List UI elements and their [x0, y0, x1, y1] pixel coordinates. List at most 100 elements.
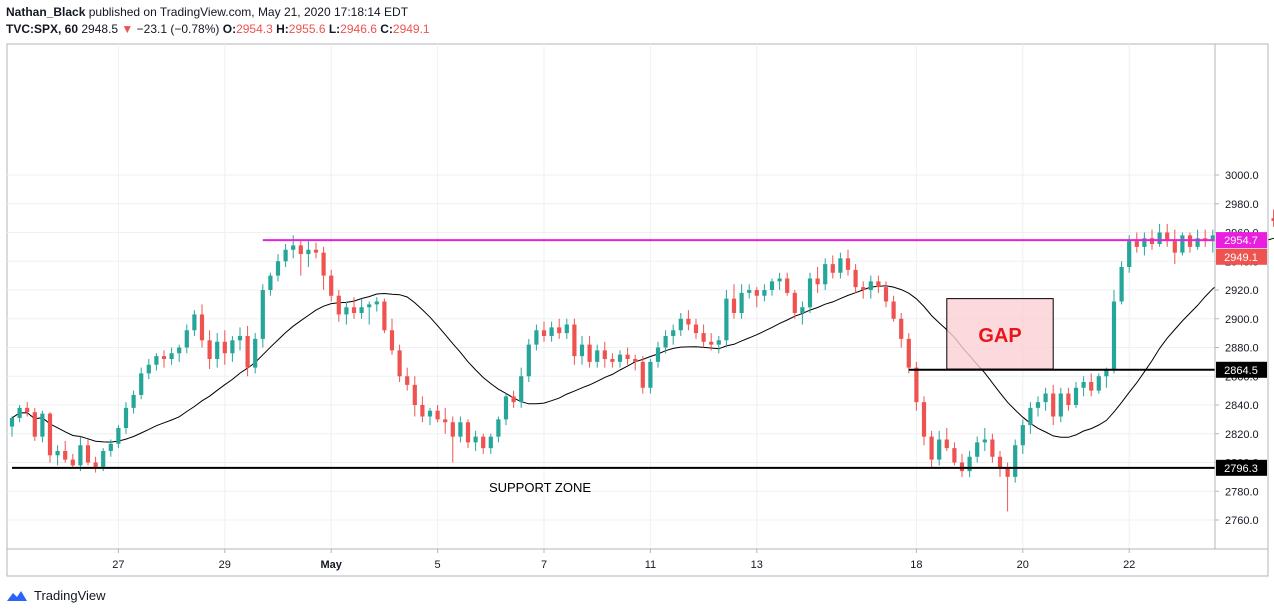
candle-body	[405, 376, 410, 385]
candle	[1210, 229, 1215, 253]
support-level-tag: 2796.3	[1224, 463, 1258, 475]
candle-body	[1058, 393, 1063, 417]
candle	[883, 281, 889, 308]
candle	[306, 239, 311, 267]
x-tick-label: 13	[751, 559, 763, 571]
x-tick-label: 5	[435, 559, 441, 571]
candle-body	[1013, 445, 1018, 477]
candle	[85, 439, 91, 466]
candle	[1081, 376, 1086, 397]
candle	[823, 258, 828, 290]
candle-body	[549, 327, 554, 336]
brand-name: TradingView	[34, 588, 106, 603]
candle	[868, 275, 873, 299]
candle-body	[443, 419, 448, 423]
candle	[534, 324, 539, 351]
resistance-price-tag-bg	[1216, 232, 1267, 249]
candle-body	[473, 436, 478, 443]
last-price-tag-bg	[1216, 248, 1267, 265]
candle	[1020, 419, 1025, 454]
candle-body	[557, 327, 562, 334]
candle-body	[853, 269, 858, 288]
candle	[389, 318, 395, 355]
candle-body	[610, 359, 615, 362]
candle-body	[237, 336, 243, 341]
y-tick-label: 2920.0	[1225, 285, 1259, 297]
candle	[116, 425, 121, 449]
candle-body	[1043, 393, 1048, 403]
candle-body	[306, 249, 311, 255]
candle	[754, 287, 759, 308]
candle	[982, 428, 987, 451]
candle-body	[344, 307, 349, 315]
candle-body	[701, 333, 706, 342]
x-tick-label: 27	[112, 559, 124, 571]
candle	[374, 297, 379, 312]
candle	[199, 304, 205, 348]
candle-body	[465, 422, 471, 443]
candle	[450, 416, 455, 463]
candle-body	[792, 292, 797, 313]
candle-body	[906, 338, 911, 368]
candle-body	[169, 353, 174, 359]
candle	[625, 347, 630, 365]
candle-body	[47, 413, 53, 456]
symbol[interactable]: TVC:SPX, 60	[6, 22, 79, 36]
candle	[655, 341, 661, 368]
candle-body	[830, 264, 835, 273]
candle-body	[63, 451, 68, 460]
candle-body	[9, 417, 15, 427]
candle	[1142, 232, 1147, 256]
candle	[769, 278, 775, 296]
candle	[351, 297, 357, 319]
candle-body	[496, 419, 501, 437]
candle	[207, 330, 212, 370]
down-arrow-icon: ▼	[121, 22, 134, 36]
low-label: L:	[328, 22, 341, 36]
candle	[359, 298, 364, 319]
candle-body	[481, 436, 486, 449]
candle-body	[640, 361, 645, 388]
candle	[268, 272, 273, 296]
candle	[731, 284, 737, 319]
author-name[interactable]: Nathan_Black	[6, 5, 86, 19]
candle	[1058, 387, 1063, 423]
candle	[25, 402, 30, 417]
candle-body	[1035, 402, 1041, 408]
candle-body	[959, 462, 965, 472]
candle-body	[678, 318, 683, 331]
candle-body	[367, 304, 372, 308]
x-tick-label: 7	[541, 559, 547, 571]
candle-body	[617, 354, 623, 362]
time-axis[interactable]	[6, 548, 1269, 577]
candle-body	[769, 281, 775, 290]
candle-body	[876, 281, 881, 288]
candle-body	[572, 324, 577, 357]
candle	[253, 333, 258, 374]
candle	[1043, 387, 1048, 411]
candle	[541, 321, 547, 342]
y-tick-label: 2980.0	[1225, 199, 1259, 211]
candle-body	[716, 340, 721, 345]
candle-body	[921, 402, 927, 437]
candle	[519, 367, 524, 408]
candle	[161, 350, 167, 368]
y-tick-label: 2840.0	[1225, 400, 1259, 412]
y-tick-label: 3000.0	[1225, 170, 1259, 182]
candle	[1089, 373, 1094, 397]
candle-body	[663, 336, 668, 348]
high-label: H:	[276, 22, 289, 36]
candle	[17, 405, 22, 423]
tradingview-logo[interactable]: TradingView	[6, 588, 106, 603]
candle	[313, 242, 319, 259]
candle-body	[511, 396, 516, 403]
candle-body	[131, 394, 136, 408]
candle	[1119, 261, 1124, 305]
candle	[488, 433, 493, 454]
candle	[1013, 439, 1018, 483]
candle-body	[32, 412, 37, 437]
candle	[397, 344, 402, 382]
x-tick-label: May	[320, 559, 342, 571]
candle-body	[458, 422, 463, 437]
